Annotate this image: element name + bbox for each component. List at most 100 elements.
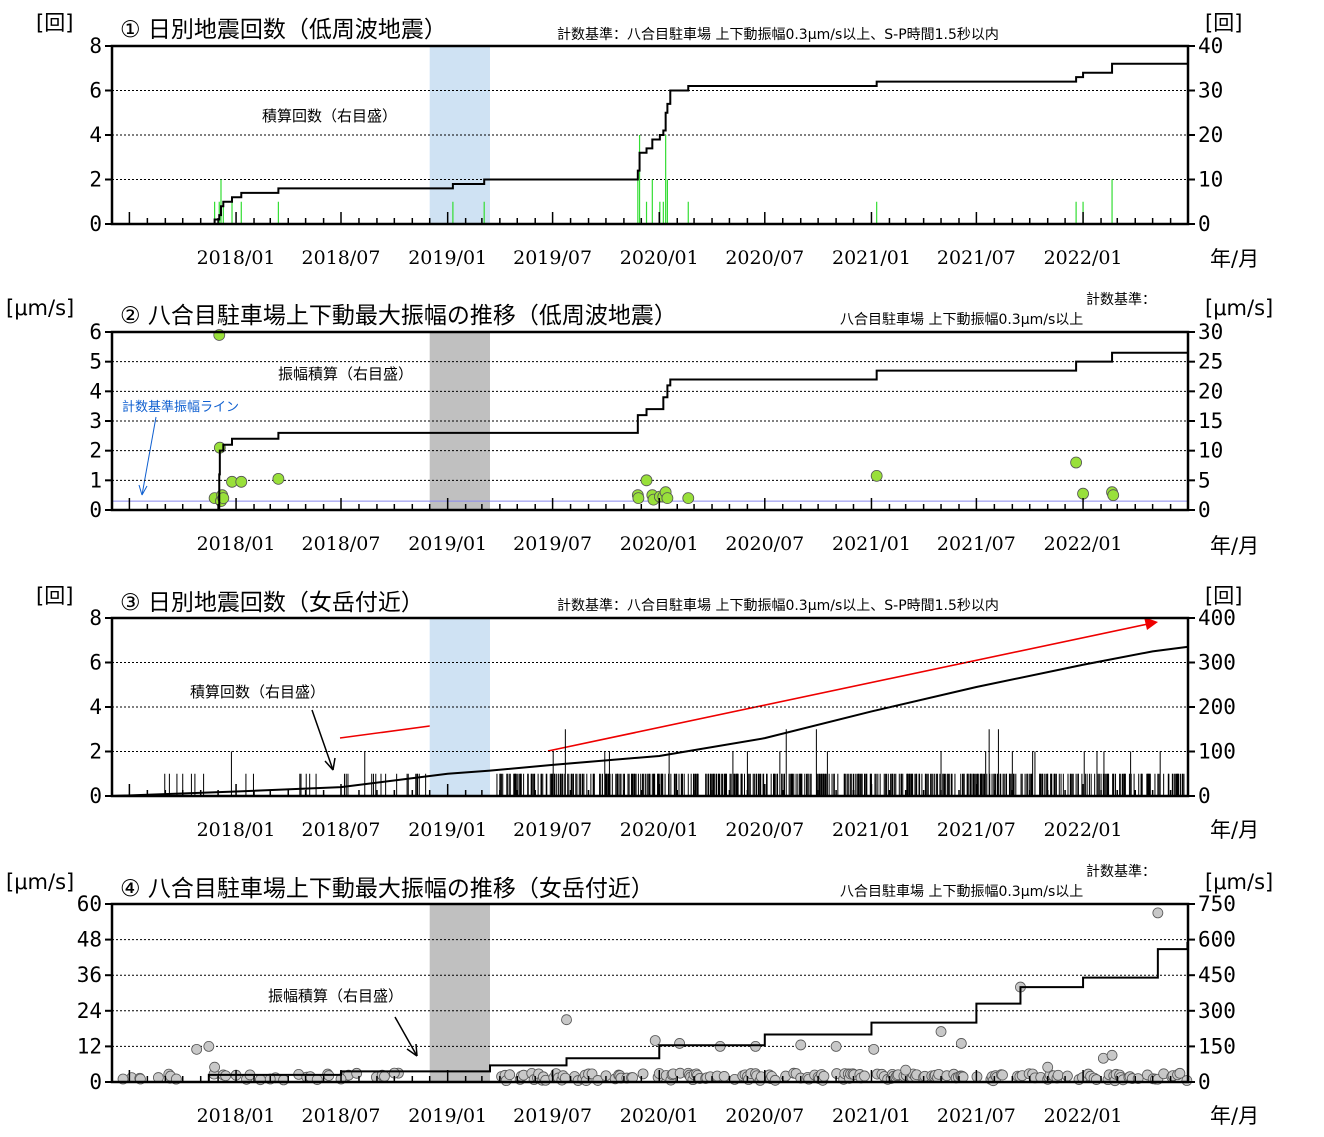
panel-2-data-gap xyxy=(429,332,490,510)
x-tick-label: 2021/07 xyxy=(937,247,1016,269)
y-left-tick-label: 0 xyxy=(89,498,102,522)
panel-4: [μm/s] ④ 八合目駐車場上下動最大振幅の推移（女岳付近） 計数基準： 八合… xyxy=(6,863,1273,1128)
x-tick-label: 2018/07 xyxy=(302,533,381,555)
panel-3: [回] ③ 日別地震回数（女岳付近） 計数基準：八合目駐車場 上下動振幅0.3μ… xyxy=(36,584,1259,842)
panel-1-title: ① 日別地震回数（低周波地震） xyxy=(120,17,447,43)
y-right-tick-label: 0 xyxy=(1198,1070,1211,1094)
y-right-tick-label: 10 xyxy=(1198,168,1223,192)
amplitude-point xyxy=(1062,1070,1073,1082)
y-right-tick-label: 750 xyxy=(1198,892,1236,916)
y-left-tick-label: 8 xyxy=(89,34,102,58)
y-left-tick-label: 12 xyxy=(77,1034,102,1058)
x-tick-label: 2018/01 xyxy=(197,533,276,555)
y-left-tick-label: 0 xyxy=(89,212,102,236)
panel-1-right-unit: [回] xyxy=(1205,11,1242,35)
x-tick-label: 2018/01 xyxy=(197,819,276,841)
amplitude-point xyxy=(795,1039,807,1051)
amplitude-point xyxy=(561,1014,572,1026)
amplitude-point xyxy=(351,1067,363,1079)
y-right-tick-label: 40 xyxy=(1198,34,1223,58)
amplitude-point xyxy=(1106,1049,1118,1061)
y-right-tick-label: 20 xyxy=(1198,379,1223,403)
y-right-tick-label: 25 xyxy=(1198,350,1223,374)
x-tick-label: 2020/01 xyxy=(620,819,699,841)
amplitude-point xyxy=(209,1061,221,1073)
x-tick-label: 2018/07 xyxy=(302,819,381,841)
y-right-tick-label: 450 xyxy=(1198,963,1236,987)
amplitude-point xyxy=(682,492,695,505)
amplitude-point xyxy=(830,1041,842,1052)
panel-2-baseline-arrow xyxy=(141,416,157,496)
amplitude-point xyxy=(935,1026,947,1037)
y-left-tick-label: 2 xyxy=(89,439,102,463)
panel-4-frame xyxy=(110,902,1190,1084)
y-left-tick-label: 4 xyxy=(89,695,102,719)
trend-arrow-2-head xyxy=(1144,617,1158,630)
x-tick-label: 2020/01 xyxy=(620,533,699,555)
y-right-tick-label: 200 xyxy=(1198,695,1236,719)
amplitude-point xyxy=(191,1043,203,1055)
y-right-tick-label: 150 xyxy=(1198,1034,1236,1058)
panel-4-data-gap xyxy=(429,904,490,1082)
y-right-tick-label: 100 xyxy=(1198,740,1236,764)
x-tick-label: 2021/07 xyxy=(937,533,1016,555)
amplitude-point xyxy=(278,1074,290,1086)
y-left-tick-label: 0 xyxy=(89,784,102,808)
x-tick-label: 2020/07 xyxy=(725,1105,804,1127)
amplitude-point xyxy=(674,1038,685,1049)
amplitude-point xyxy=(272,472,285,485)
panel-1-left-unit: [回] xyxy=(36,11,73,35)
panel-3-xunit: 年/月 xyxy=(1210,818,1259,842)
amplitude-point xyxy=(637,1068,649,1080)
amplitude-point xyxy=(1174,1067,1186,1079)
amplitude-point xyxy=(217,492,230,505)
x-tick-label: 2019/01 xyxy=(408,819,487,841)
y-right-tick-label: 10 xyxy=(1198,439,1223,463)
panel-3-data-gap xyxy=(429,618,490,796)
x-tick-label: 2019/07 xyxy=(513,1105,592,1127)
panel-2-left-unit: [μm/s] xyxy=(6,296,74,320)
amplitude-point xyxy=(1077,487,1089,500)
amplitude-point xyxy=(997,1069,1008,1081)
y-right-tick-label: 30 xyxy=(1198,320,1223,344)
y-right-tick-label: 0 xyxy=(1198,498,1211,522)
panel-3-title: ③ 日別地震回数（女岳付近） xyxy=(120,590,424,616)
panel-2-annotation: 振幅積算（右目盛） xyxy=(278,365,413,383)
x-tick-label: 2018/07 xyxy=(302,247,381,269)
y-left-tick-label: 4 xyxy=(89,123,102,147)
amplitude-point xyxy=(632,492,645,505)
panel-2-xunit: 年/月 xyxy=(1210,534,1259,558)
x-tick-label: 2019/01 xyxy=(408,1105,487,1127)
panel-3-annotation-arrow xyxy=(311,709,334,771)
panel-2-baseline-arrowhead xyxy=(138,484,148,496)
x-tick-label: 2019/07 xyxy=(513,819,592,841)
x-tick-label: 2021/01 xyxy=(832,1105,911,1127)
y-left-tick-label: 24 xyxy=(77,999,102,1023)
amplitude-point xyxy=(649,1035,661,1046)
panel-1-cumulative-line xyxy=(112,62,1188,225)
x-tick-label: 2021/01 xyxy=(832,247,911,269)
y-left-tick-label: 6 xyxy=(89,320,102,344)
y-right-tick-label: 400 xyxy=(1198,606,1236,630)
amplitude-point xyxy=(1152,907,1164,919)
x-tick-label: 2021/01 xyxy=(832,819,911,841)
y-right-tick-label: 300 xyxy=(1198,651,1236,675)
y-left-tick-label: 2 xyxy=(89,168,102,192)
x-tick-label: 2020/07 xyxy=(725,533,804,555)
panel-2-criteria-line2: 八合目駐車場 上下動振幅0.3μm/s以上 xyxy=(840,311,1083,328)
panel-2-title: ② 八合目駐車場上下動最大振幅の推移（低周波地震） xyxy=(120,303,677,329)
amplitude-point xyxy=(769,1074,781,1086)
y-right-tick-label: 0 xyxy=(1198,784,1211,808)
x-tick-label: 2020/01 xyxy=(620,247,699,269)
x-tick-label: 2018/01 xyxy=(197,247,276,269)
y-left-tick-label: 6 xyxy=(89,79,102,103)
panel-2-cumulative-line xyxy=(112,351,1188,511)
panel-1: [回] ① 日別地震回数（低周波地震） 計数基準：八合目駐車場 上下動振幅0.3… xyxy=(36,11,1259,271)
y-right-tick-label: 5 xyxy=(1198,468,1211,492)
panel-4-title: ④ 八合目駐車場上下動最大振幅の推移（女岳付近） xyxy=(120,876,654,902)
x-tick-label: 2022/01 xyxy=(1044,247,1123,269)
panel-3-plot: 0 2 4 6 8 0 100 200 300 400 2018/01 2018/07 2019/01 2… xyxy=(89,606,1236,841)
